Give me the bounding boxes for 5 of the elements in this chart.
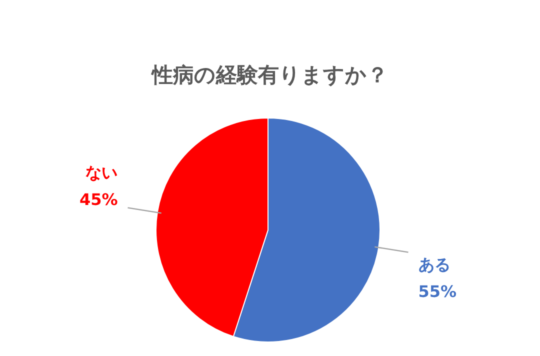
slice-label: ない [86,162,118,182]
data-label: 45% [79,190,118,209]
data-label: 55% [418,282,457,302]
slice-label: ある [418,255,450,274]
chart-title: 性病の経験有りますか？ [150,63,388,87]
